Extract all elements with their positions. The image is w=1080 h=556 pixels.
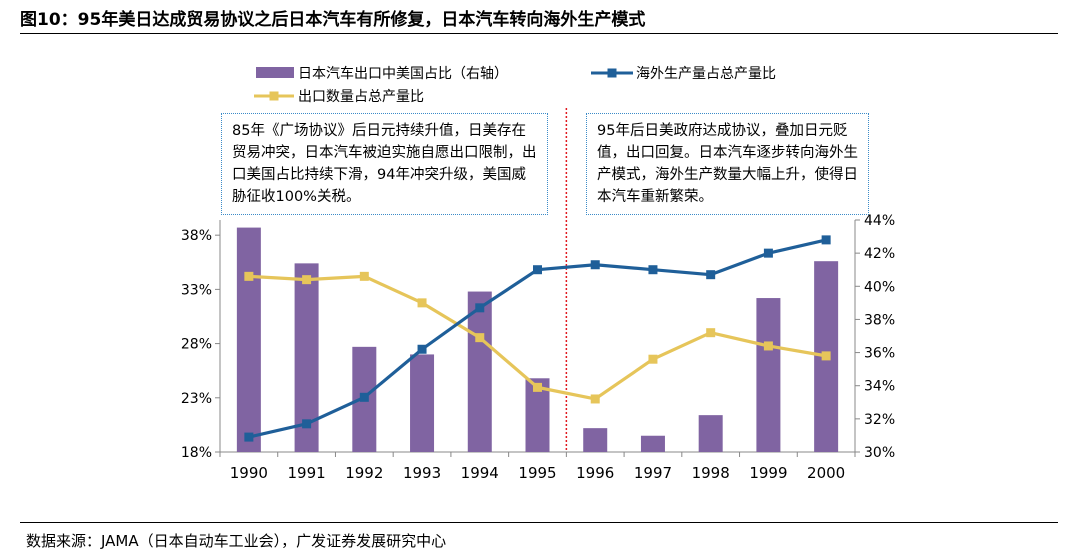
export-share-point bbox=[359, 271, 369, 281]
annotation-right: 95年后日美政府达成协议，叠加日元贬值，出口回复。日本汽车逐步转向海外生产模式，… bbox=[586, 113, 869, 215]
left-tick-label: 33% bbox=[181, 282, 212, 298]
right-tick-label: 34% bbox=[864, 379, 895, 395]
bar-us-share bbox=[698, 415, 723, 452]
bar-us-share bbox=[756, 298, 781, 452]
x-tick-label: 1997 bbox=[634, 464, 672, 482]
x-tick-label: 1996 bbox=[576, 464, 614, 482]
export-share-point bbox=[821, 351, 831, 361]
overseas-share-point bbox=[821, 235, 831, 245]
right-tick-label: 30% bbox=[864, 445, 895, 461]
x-tick-label: 1992 bbox=[345, 464, 383, 482]
overseas-share-point bbox=[417, 344, 427, 354]
bar-us-share bbox=[236, 227, 261, 452]
source-label: 数据来源： bbox=[26, 532, 102, 550]
right-tick-label: 38% bbox=[864, 312, 895, 328]
bar-us-share bbox=[410, 354, 435, 452]
source-text: JAMA（日本自动车工业会），广发证券发展研究中心 bbox=[101, 532, 447, 550]
overseas-share-point bbox=[763, 248, 773, 258]
legend-marker-overseas bbox=[607, 68, 617, 78]
source-line: 数据来源：JAMA（日本自动车工业会），广发证券发展研究中心 bbox=[26, 530, 446, 551]
overseas-share-point bbox=[706, 270, 716, 280]
overseas-share-point bbox=[648, 265, 658, 275]
export-share-point bbox=[244, 271, 254, 281]
x-tick-label: 1998 bbox=[692, 464, 730, 482]
bar-us-share bbox=[640, 435, 665, 452]
legend-swatch-bar bbox=[256, 67, 294, 78]
legend-label-bar: 日本汽车出口中美国占比（右轴） bbox=[298, 65, 508, 82]
x-tick-label: 1994 bbox=[461, 464, 499, 482]
export-share-point bbox=[417, 298, 427, 308]
right-tick-label: 36% bbox=[864, 346, 895, 362]
left-tick-label: 28% bbox=[181, 337, 212, 353]
right-tick-label: 40% bbox=[864, 279, 895, 295]
source-rule bbox=[20, 522, 1058, 523]
overseas-share-point bbox=[590, 260, 600, 270]
export-share-point bbox=[590, 394, 600, 404]
export-share-point bbox=[706, 328, 716, 338]
export-share-point bbox=[648, 354, 658, 364]
title-rule bbox=[20, 33, 1058, 34]
right-tick-label: 32% bbox=[864, 412, 895, 428]
x-tick-label: 1991 bbox=[287, 464, 325, 482]
overseas-share-point bbox=[244, 432, 254, 442]
x-tick-label: 1999 bbox=[749, 464, 787, 482]
overseas-share-point bbox=[533, 265, 542, 275]
overseas-share-point bbox=[475, 303, 485, 313]
right-tick-label: 44% bbox=[864, 213, 895, 229]
left-tick-label: 38% bbox=[181, 228, 212, 244]
export-share-point bbox=[475, 333, 485, 343]
left-tick-label: 18% bbox=[181, 445, 212, 461]
annotation-left: 85年《广场协议》后日元持续升值，日美存在贸易冲突，日本汽车被迫实施自愿出口限制… bbox=[221, 113, 548, 215]
x-tick-label: 1990 bbox=[230, 464, 268, 482]
x-tick-label: 1995 bbox=[518, 464, 556, 482]
export-share-point bbox=[302, 275, 312, 285]
bar-us-share bbox=[583, 428, 608, 452]
legend-marker-export bbox=[269, 91, 279, 101]
overseas-share-point bbox=[359, 392, 369, 402]
left-tick-label: 23% bbox=[181, 391, 212, 407]
export-share-point bbox=[763, 341, 773, 351]
overseas-share-point bbox=[302, 419, 312, 429]
x-tick-label: 2000 bbox=[807, 464, 845, 482]
legend-label-export: 出口数量占总产量比 bbox=[298, 89, 424, 105]
right-tick-label: 42% bbox=[864, 246, 895, 262]
bar-us-share bbox=[467, 291, 492, 452]
figure-title: 图10：95年美日达成贸易协议之后日本汽车有所修复，日本汽车转向海外生产模式 bbox=[20, 10, 646, 30]
export-share-point bbox=[533, 382, 542, 392]
legend-label-overseas: 海外生产量占总产量比 bbox=[636, 66, 776, 82]
x-tick-label: 1993 bbox=[403, 464, 441, 482]
